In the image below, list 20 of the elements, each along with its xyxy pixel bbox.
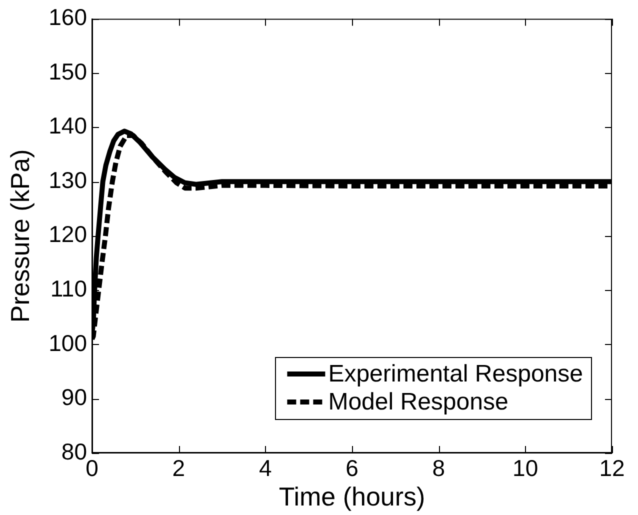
y-tick-label: 150 xyxy=(48,58,87,84)
y-tick-label: 120 xyxy=(48,221,87,248)
y-tick-label: 160 xyxy=(48,4,87,30)
x-tick-label: 2 xyxy=(172,455,186,482)
legend-label: Experimental Response xyxy=(328,360,584,388)
x-tick-label: 8 xyxy=(432,455,446,482)
x-tick-label: 10 xyxy=(512,455,538,482)
x-tick-label: 4 xyxy=(258,455,272,482)
y-axis-title: Pressure (kPa) xyxy=(4,149,35,323)
y-tick-label: 130 xyxy=(48,166,87,193)
x-tick-label: 6 xyxy=(346,455,358,482)
x-tick-label: 12 xyxy=(599,455,625,482)
y-tick-label: 140 xyxy=(48,112,87,139)
y-tick-label: 110 xyxy=(50,276,87,302)
x-axis-title: Time (hours) xyxy=(278,482,426,512)
y-tick-label: 80 xyxy=(61,438,87,464)
y-tick-label: 90 xyxy=(61,384,87,410)
y-tick-label: 100 xyxy=(48,330,87,356)
legend-label: Model Response xyxy=(328,388,508,416)
x-tick-label: 0 xyxy=(86,455,98,482)
